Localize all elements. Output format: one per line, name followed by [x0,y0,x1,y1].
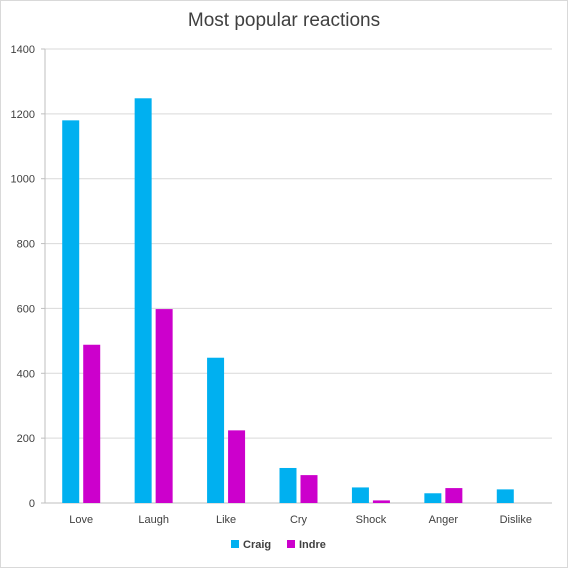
gridlines [45,48,552,439]
x-tick-label-dislike: Dislike [500,514,532,526]
bar-craig-anger [424,493,442,503]
bar-craig-like [207,357,225,503]
bar-indre-like [228,430,246,503]
legend-label-craig: Craig [243,539,271,551]
x-tick-label-laugh: Laugh [138,514,169,526]
bar-indre-love [83,344,101,503]
y-tick-label-200: 200 [17,433,35,445]
x-tick-label-love: Love [69,514,93,526]
y-tick-label-0: 0 [29,498,35,510]
y-tick-label-1400: 1400 [11,44,35,56]
bar-craig-laugh [134,98,152,503]
axes [41,48,552,504]
bar-craig-cry [279,467,297,503]
bar-craig-dislike [496,489,514,503]
x-tick-label-shock: Shock [356,514,387,526]
x-tick-label-like: Like [216,514,236,526]
legend-label-indre: Indre [299,539,326,551]
y-tick-label-800: 800 [17,239,35,251]
chart-title: Most popular reactions [187,10,381,31]
bar-indre-shock [372,500,390,503]
y-tick-label-600: 600 [17,303,35,315]
bar-indre-laugh [155,309,173,503]
y-tick-label-400: 400 [17,368,35,380]
legend-swatch-indre [287,540,295,548]
bar-indre-cry [300,475,318,503]
legend-swatch-craig [231,540,239,548]
x-tick-label-anger: Anger [429,514,459,526]
y-tick-label-1200: 1200 [11,109,35,121]
bar-craig-love [62,120,80,503]
y-tick-label-1000: 1000 [11,174,35,186]
legend: Craig Indre [231,539,326,551]
x-tick-label-cry: Cry [290,514,308,526]
tick-labels: 0 200 400 600 800 1000 1200 1400 Love Laugh Like Cr… [11,44,532,526]
bar-craig-shock [351,487,369,503]
bars [62,98,514,503]
bar-indre-anger [445,488,463,503]
